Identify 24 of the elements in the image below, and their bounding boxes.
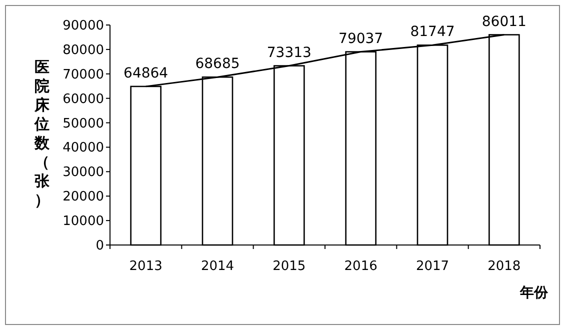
data-label: 81747 [410,24,455,40]
data-label: 73313 [266,44,312,61]
y-tick-label: 40000 [62,140,104,156]
data-label: 79037 [338,30,384,47]
y-tick-label: 50000 [62,116,104,132]
y-tick-label: 60000 [62,92,104,107]
y-axis-title: 医院床位数（张） [34,58,50,209]
y-tick-label: 90000 [62,18,104,34]
y-tick-label: 70000 [62,67,104,82]
x-axis-title: 年份 [519,285,549,301]
y-tick-label: 30000 [62,165,104,180]
data-label: 68685 [195,56,240,72]
x-tick-label: 2017 [416,259,450,274]
y-tick-label: 0 [96,238,104,254]
x-tick-label: 2015 [272,259,306,274]
y-tick-label: 80000 [62,42,104,58]
x-tick-label: 2016 [344,259,378,274]
y-tick-label: 10000 [62,214,104,230]
x-tick-label: 2014 [200,259,234,274]
x-tick-label: 2013 [129,259,162,274]
x-tick-label: 2018 [488,259,521,274]
data-label: 64864 [124,65,168,82]
data-label: 86011 [482,14,526,30]
y-tick-label: 20000 [62,190,104,205]
